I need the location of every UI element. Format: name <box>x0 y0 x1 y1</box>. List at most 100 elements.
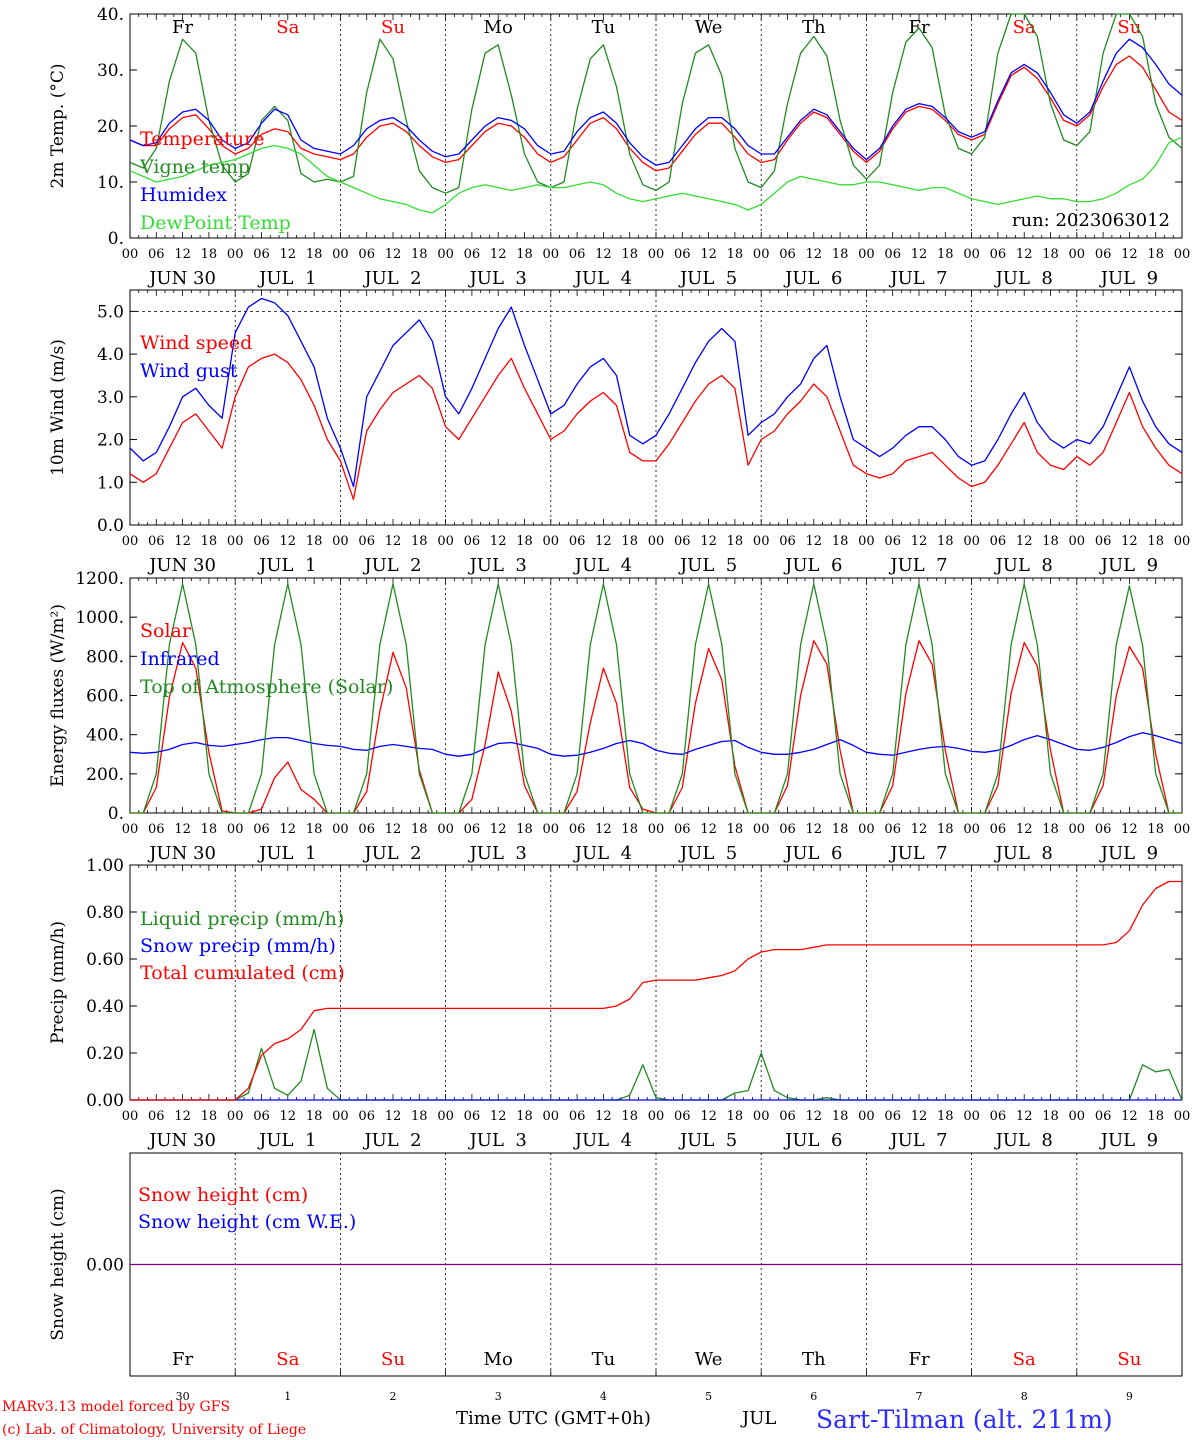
date-label: JUN 30 <box>147 268 216 289</box>
hour-tick-label: 12 <box>280 1109 297 1124</box>
hour-tick-label: 18 <box>306 534 323 549</box>
hour-tick-label: 00 <box>227 534 244 549</box>
y-tick-label: 40. <box>97 5 124 25</box>
legend-entry: Wind speed <box>140 332 252 354</box>
legend-entry: Total cumulated (cm) <box>140 962 345 984</box>
hour-tick-label: 06 <box>569 247 586 262</box>
weekday-label: We <box>695 1349 723 1370</box>
hour-tick-label: 06 <box>674 822 691 837</box>
legend-entry: Wind gust <box>140 360 238 382</box>
hour-tick-label: 06 <box>358 534 375 549</box>
hour-tick-label: 00 <box>753 247 770 262</box>
date-label: JUL 3 <box>468 555 527 576</box>
hour-tick-label: 00 <box>227 1109 244 1124</box>
wind-y-axis-label: 10m Wind (m/s) <box>48 339 68 476</box>
hour-tick-label: 06 <box>884 1109 901 1124</box>
date-label: JUL 8 <box>994 843 1053 864</box>
hour-tick-label: 12 <box>1121 1109 1138 1124</box>
legend-entry: Snow height (cm) <box>138 1184 308 1206</box>
hour-tick-label: 00 <box>332 1109 349 1124</box>
y-tick-label: 0. <box>108 804 124 824</box>
hour-tick-label: 00 <box>332 247 349 262</box>
series-line-solar <box>130 640 1182 814</box>
hour-tick-label: 12 <box>280 534 297 549</box>
hour-tick-label: 18 <box>727 534 744 549</box>
wind-panel: 0.0 1.0 2.0 3.0 4.0 5.0 10m Wind (m/s) 00 06 12 18… <box>48 289 1190 576</box>
y-tick-label: 0.60 <box>86 950 124 970</box>
legend-entry: DewPoint Temp <box>140 212 291 234</box>
date-label: JUL 4 <box>573 1130 632 1151</box>
footer: MARv3.13 model forced by GFS (c) Lab. of… <box>2 1399 1113 1438</box>
date-label: JUL 7 <box>888 1130 947 1151</box>
hour-tick-label: 00 <box>1069 1109 1086 1124</box>
hour-tick-label: 18 <box>411 247 428 262</box>
hour-tick-label: 06 <box>779 822 796 837</box>
model-credit: MARv3.13 model forced by GFS <box>2 1399 230 1415</box>
day-number-label: 8 <box>1021 1390 1028 1403</box>
date-label: JUL 4 <box>573 843 632 864</box>
hour-tick-label: 06 <box>990 534 1007 549</box>
date-label: JUL 6 <box>783 1130 842 1151</box>
y-tick-label: 0.40 <box>86 997 124 1017</box>
temp-y-axis-label: 2m Temp. (°C) <box>48 63 68 188</box>
date-label: JUL 6 <box>783 843 842 864</box>
hour-tick-label: 12 <box>174 822 191 837</box>
hour-tick-label: 18 <box>516 247 533 262</box>
hour-tick-label: 06 <box>358 1109 375 1124</box>
date-label: JUL 2 <box>362 1130 421 1151</box>
hour-tick-label: 12 <box>595 247 612 262</box>
weekday-label: Fr <box>172 1349 193 1370</box>
weekday-label: Sa <box>276 17 299 38</box>
hour-tick-label: 06 <box>464 822 481 837</box>
hour-tick-label: 00 <box>437 822 454 837</box>
hour-tick-label: 00 <box>437 247 454 262</box>
hour-tick-label: 06 <box>464 534 481 549</box>
legend-entry: Infrared <box>140 648 220 670</box>
date-label: JUL 1 <box>257 268 316 289</box>
hour-tick-label: 12 <box>700 1109 717 1124</box>
weekday-label: Mo <box>484 17 513 38</box>
series-line-wind-gust <box>129 297 1183 488</box>
hour-tick-label: 18 <box>1147 247 1164 262</box>
hour-tick-label: 18 <box>727 247 744 262</box>
hour-tick-label: 06 <box>464 1109 481 1124</box>
temp-panel: 0. 10. 20. 30. 40. 2m Temp. (°C) 00 06 12 18 JUN 3… <box>48 5 1190 289</box>
hour-tick-label: 00 <box>753 822 770 837</box>
hour-tick-label: 18 <box>411 822 428 837</box>
hour-tick-label: 18 <box>832 534 849 549</box>
hour-tick-label: 00 <box>543 247 560 262</box>
date-label: JUL 9 <box>1099 268 1158 289</box>
hour-tick-label: 06 <box>884 534 901 549</box>
lab-credit: (c) Lab. of Climatology, University of L… <box>2 1422 306 1438</box>
precip-y-axis-label: Precip (mm/h) <box>48 921 68 1044</box>
hour-tick-label: 00 <box>1174 247 1191 262</box>
hour-tick-label: 00 <box>122 1109 139 1124</box>
hour-tick-label: 00 <box>227 822 244 837</box>
hour-tick-label: 00 <box>332 822 349 837</box>
weekday-label: Sa <box>276 1349 299 1370</box>
hour-tick-label: 00 <box>963 534 980 549</box>
hour-tick-label: 06 <box>1095 1109 1112 1124</box>
day-number-label: 7 <box>916 1390 923 1403</box>
legend-entry: Snow precip (mm/h) <box>140 935 336 957</box>
date-label: JUL 6 <box>783 268 842 289</box>
y-tick-label: 0.80 <box>86 903 124 923</box>
hour-tick-label: 00 <box>122 534 139 549</box>
date-label: JUL 8 <box>994 555 1053 576</box>
hour-tick-label: 12 <box>174 247 191 262</box>
hour-tick-label: 12 <box>1016 1109 1033 1124</box>
weekday-label: Sa <box>1013 1349 1036 1370</box>
hour-tick-label: 12 <box>1121 247 1138 262</box>
y-tick-label: 4.0 <box>97 345 124 365</box>
weekday-label: Tu <box>592 1349 616 1370</box>
y-tick-label: 200. <box>86 765 124 785</box>
y-tick-label: 1200. <box>75 569 124 589</box>
weekday-label: Th <box>802 17 826 38</box>
weekday-label: Su <box>381 1349 405 1370</box>
hour-tick-label: 00 <box>332 534 349 549</box>
series-line-dewpoint-temp <box>129 136 1183 214</box>
weekday-label: Fr <box>908 1349 929 1370</box>
hour-tick-label: 12 <box>385 1109 402 1124</box>
y-tick-label: 0.00 <box>86 1091 124 1111</box>
hour-tick-label: 00 <box>648 822 665 837</box>
